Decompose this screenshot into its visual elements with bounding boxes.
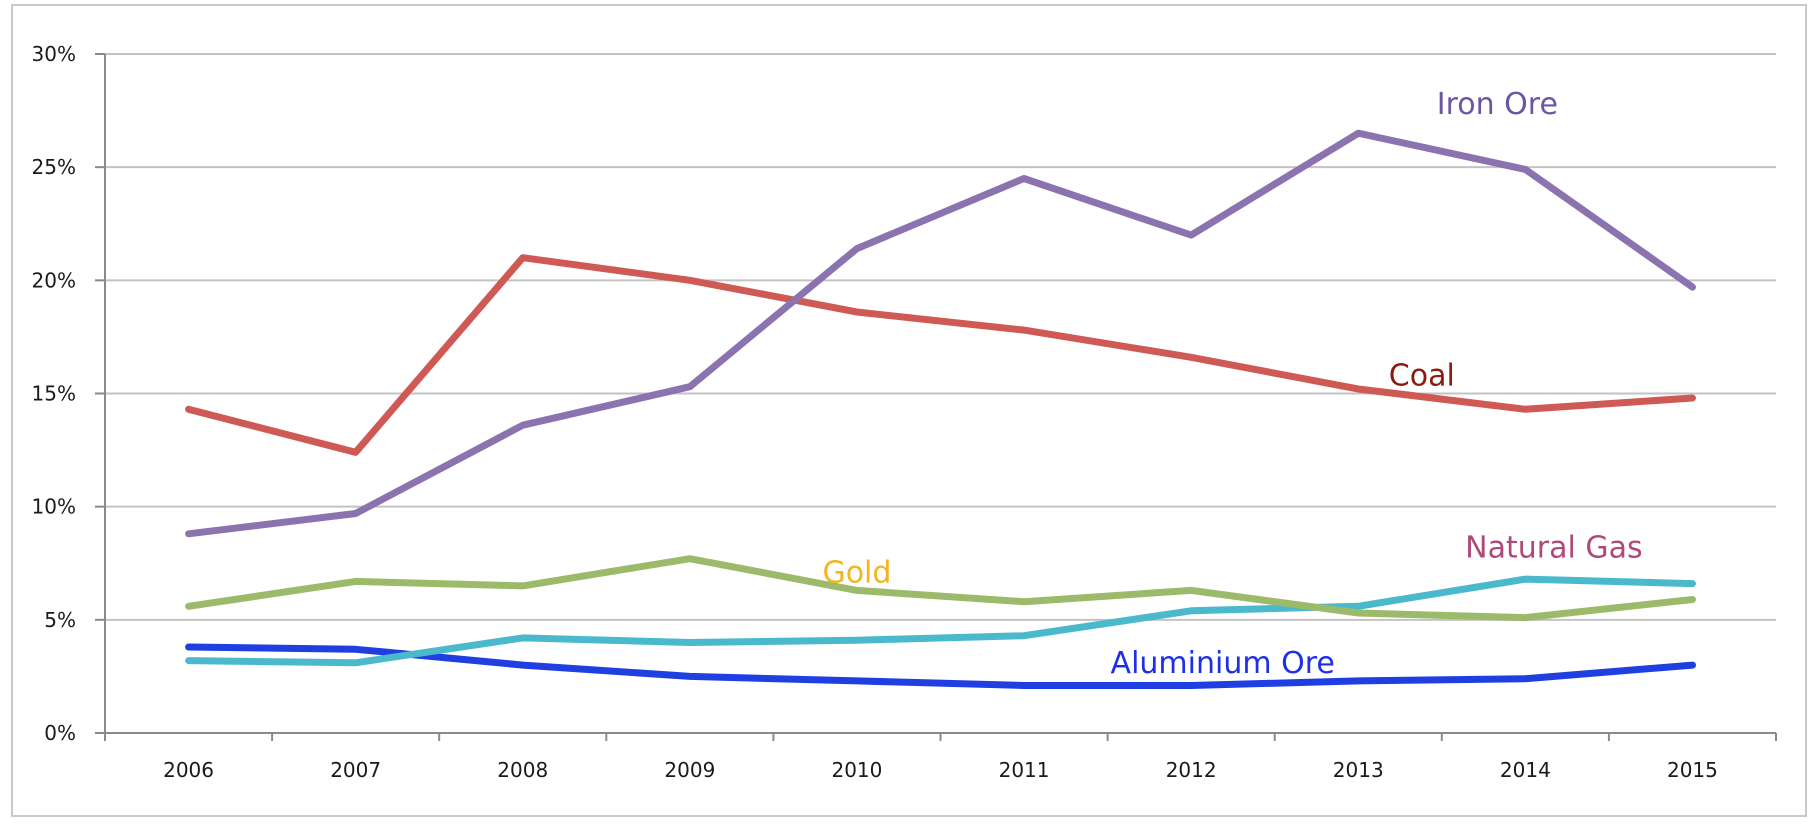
y-tick-label: 15% bbox=[32, 382, 76, 406]
y-tick-label: 10% bbox=[32, 495, 76, 519]
x-tick-label: 2009 bbox=[664, 758, 715, 782]
series-line-natural-gas bbox=[185, 575, 1696, 667]
y-tick-label: 20% bbox=[32, 268, 76, 292]
x-tick-label: 2006 bbox=[163, 758, 214, 782]
series-label-coal: Coal bbox=[1389, 358, 1455, 393]
x-tick-label: 2008 bbox=[497, 758, 548, 782]
series-label-natural-gas: Natural Gas bbox=[1465, 530, 1642, 565]
x-tick-label: 2010 bbox=[831, 758, 882, 782]
y-tick-label: 0% bbox=[44, 721, 76, 745]
x-tick-label: 2015 bbox=[1667, 758, 1718, 782]
series-line-aluminium-ore bbox=[185, 643, 1696, 689]
axes: 0% 5% 10% 15% 20% 25% 30% 2006 2007 2008 2009 2010 2… bbox=[32, 42, 1777, 782]
series-line-iron-ore bbox=[185, 129, 1696, 538]
x-tick-label: 2007 bbox=[330, 758, 381, 782]
series-label-iron-ore: Iron Ore bbox=[1437, 87, 1558, 122]
x-tick-label: 2013 bbox=[1333, 758, 1384, 782]
series-line-coal bbox=[185, 254, 1696, 456]
x-tick-label: 2014 bbox=[1500, 758, 1551, 782]
series-line-gold bbox=[185, 555, 1696, 622]
series-label-aluminium-ore: Aluminium Ore bbox=[1111, 646, 1335, 681]
y-tick-label: 5% bbox=[44, 608, 76, 632]
y-tick-label: 25% bbox=[32, 155, 76, 179]
series-lines bbox=[185, 129, 1696, 689]
y-tick-label: 30% bbox=[32, 42, 76, 66]
series-labels: Aluminium Ore Natural Gas Gold Coal Iron Ore bbox=[822, 87, 1642, 681]
series-label-gold: Gold bbox=[822, 555, 891, 590]
x-tick-label: 2011 bbox=[999, 758, 1050, 782]
x-tick-label: 2012 bbox=[1166, 758, 1217, 782]
